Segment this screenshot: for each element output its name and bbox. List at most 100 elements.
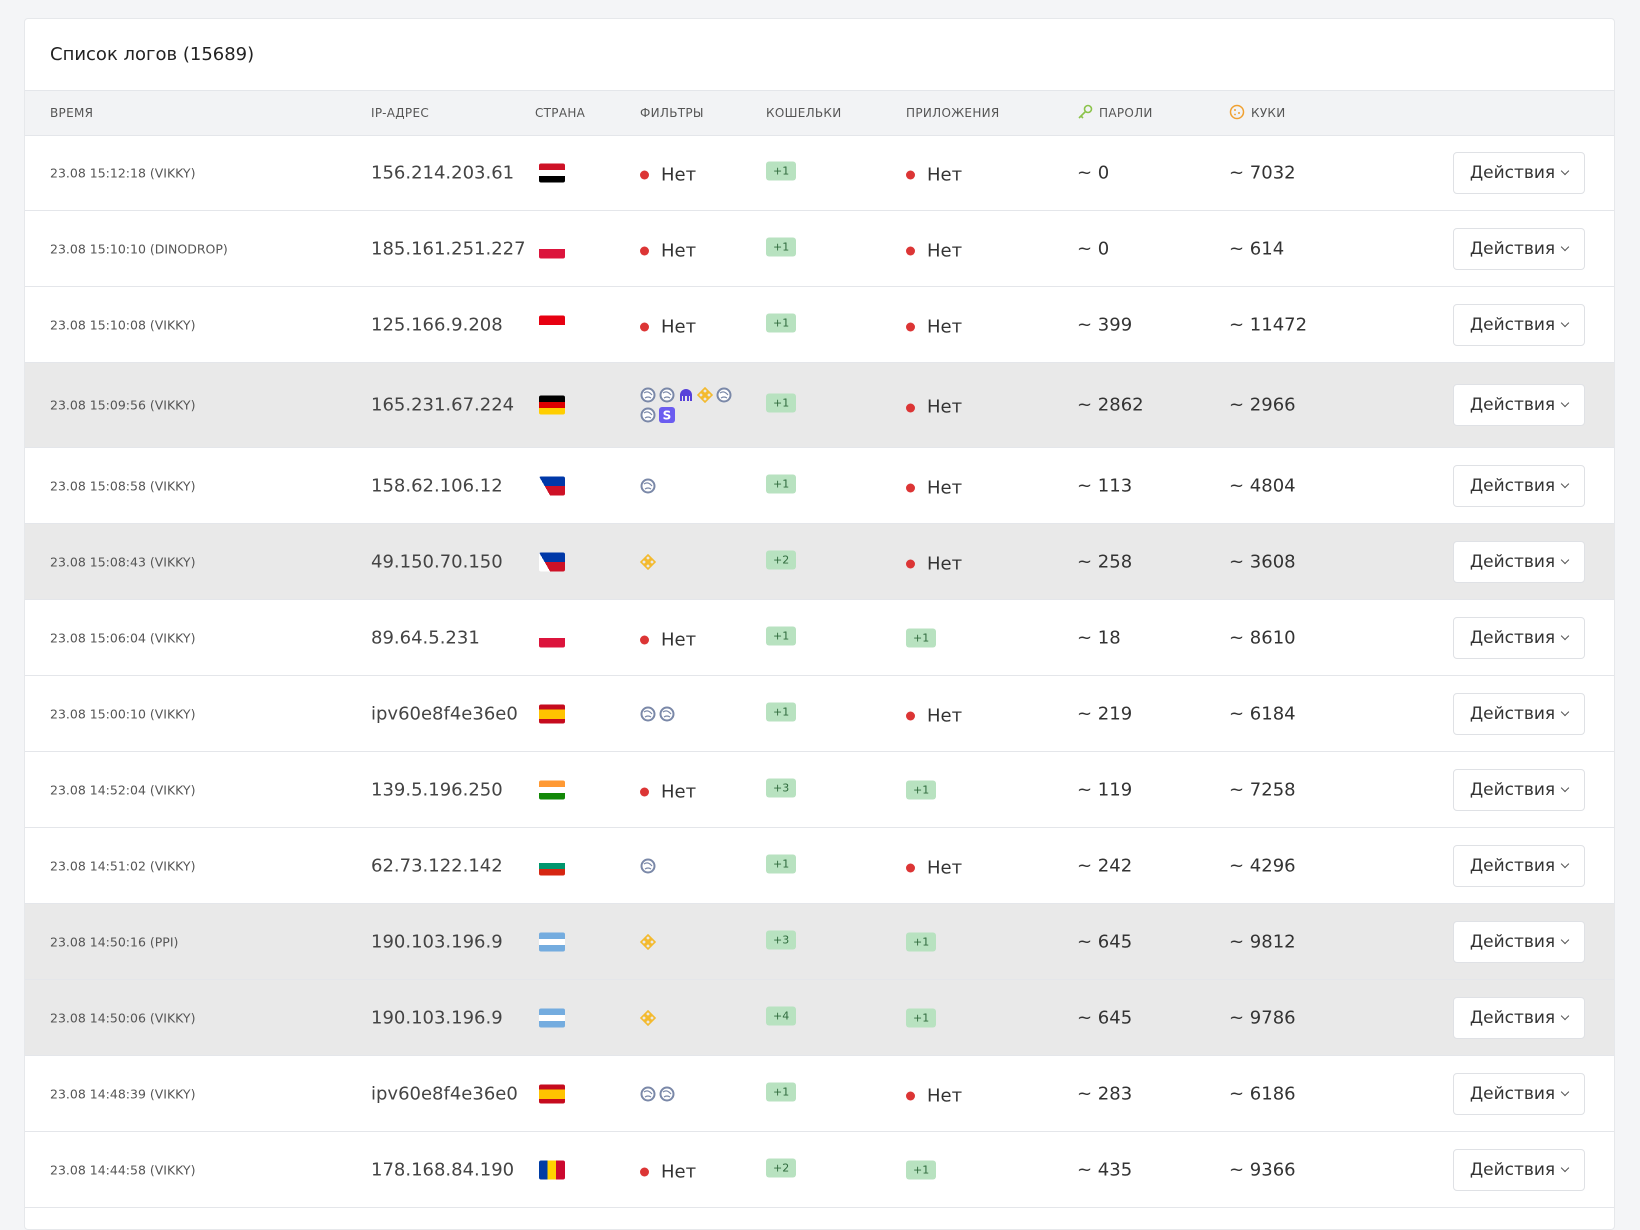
actions-button[interactable]: Действия [1453,996,1585,1039]
log-row: 23.08 14:50:16 (PPI) 190.103.196.9 +3 +1 ~ 6… [25,904,1614,980]
actions-button[interactable]: Действия [1453,768,1585,811]
apps-badge: +1 [906,1160,937,1179]
wallets-badge: +3 [766,778,797,797]
apps-none: Нет [906,240,962,261]
wallets-badge: +1 [766,1082,797,1101]
time: 23.08 15:09:56 (VIKKY) [50,397,196,413]
cookies: ~ 9366 [1229,1159,1296,1180]
passwords: ~ 435 [1077,1159,1133,1180]
apps-none: Нет [906,857,962,878]
country-flag [539,932,565,951]
svg-text:S: S [663,409,672,423]
cookies: ~ 6186 [1229,1083,1296,1104]
apps-badge: +1 [906,932,937,951]
wallets-badge: +2 [766,1158,797,1177]
passwords: ~ 645 [1077,1007,1133,1028]
cookies: ~ 7258 [1229,779,1296,800]
time: 23.08 15:10:10 (DINODROP) [50,241,228,256]
passwords: ~ 0 [1077,162,1110,183]
wallets-badge: +1 [766,474,797,493]
passwords: ~ 18 [1077,627,1121,648]
filter-icons [640,1084,750,1104]
log-row: 23.08 15:12:18 (VIKKY) 156.214.203.61 Нет +… [25,135,1614,211]
column-header: IP-АДРЕС [371,91,429,135]
actions-button[interactable]: Действия [1453,384,1585,426]
ip-address: 185.161.251.227 [371,238,526,259]
log-row: 23.08 15:08:58 (VIKKY) 158.62.106.12 +1 Нет… [25,448,1614,524]
column-header: ФИЛЬТРЫ [640,91,704,135]
filter-icons [640,476,750,496]
ip-address: 139.5.196.250 [371,779,503,800]
passwords: ~ 219 [1077,703,1133,724]
time: 23.08 14:44:58 (VIKKY) [50,1162,196,1177]
passwords: ~ 258 [1077,551,1133,572]
actions-button[interactable]: Действия [1453,616,1585,659]
actions-button[interactable]: Действия [1453,303,1585,346]
ip-address: 62.73.122.142 [371,855,503,876]
actions-button[interactable]: Действия [1453,151,1585,194]
cookies: ~ 3608 [1229,551,1296,572]
cookies: ~ 9786 [1229,1007,1296,1028]
apps-badge: +1 [906,780,937,799]
column-header-text: КОШЕЛЬКИ [766,106,842,120]
wallets-badge: +2 [766,550,797,569]
ip-address: 89.64.5.231 [371,627,480,648]
cookies: ~ 6184 [1229,703,1296,724]
wallets-badge: +1 [766,854,797,873]
passwords: ~ 2862 [1077,394,1144,416]
actions-button[interactable]: Действия [1453,692,1585,735]
country-flag [539,856,565,875]
time: 23.08 15:06:04 (VIKKY) [50,630,196,645]
card-title: Список логов (15689) [50,44,255,65]
passwords: ~ 645 [1077,931,1133,952]
column-header: ВРЕМЯ [50,91,93,135]
country-flag [539,704,565,723]
actions-button[interactable]: Действия [1453,464,1585,507]
country-flag [539,1008,565,1027]
log-row: 23.08 14:48:39 (VIKKY) ipv60e8f4e36e0 +1 Не… [25,1056,1614,1132]
column-header-text: IP-АДРЕС [371,106,430,120]
ip-address: 178.168.84.190 [371,1159,515,1180]
apps-none: Нет [906,397,962,418]
country-flag [539,395,565,415]
filters-none: Нет [640,1161,696,1182]
cookies: ~ 8610 [1229,627,1296,648]
filters-none: Нет [640,316,696,337]
apps-none: Нет [906,553,962,574]
country-flag [539,476,565,495]
ip-address: 190.103.196.9 [371,931,503,952]
apps-none: Нет [906,316,962,337]
country-flag [539,239,565,258]
country-flag [539,1084,565,1103]
ip-address: 49.150.70.150 [371,551,503,572]
table-header: ВРЕМЯ IP-АДРЕС СТРАНА ФИЛЬТРЫ КОШЕЛЬКИ ПРИЛОЖ… [25,90,1614,136]
column-header-text: КУКИ [1251,106,1286,120]
column-header: КОШЕЛЬКИ [766,91,842,135]
log-row: 23.08 15:10:08 (VIKKY) 125.166.9.208 Нет +1… [25,287,1614,363]
cookies: ~ 2966 [1229,394,1296,416]
cookies: ~ 7032 [1229,162,1296,183]
actions-button[interactable]: Действия [1453,1072,1585,1115]
actions-button[interactable]: Действия [1453,1148,1585,1191]
ip-address: 165.231.67.224 [371,394,515,416]
wallets-badge: +1 [766,237,797,256]
country-flag [539,1160,565,1179]
passwords: ~ 283 [1077,1083,1133,1104]
apps-badge: +1 [906,1008,937,1027]
actions-button[interactable]: Действия [1453,920,1585,963]
apps-none: Нет [906,164,962,185]
ip-address: 125.166.9.208 [371,314,503,335]
time: 23.08 15:08:43 (VIKKY) [50,554,196,569]
log-row: 23.08 15:10:10 (DINODROP) 185.161.251.227… [25,211,1614,287]
column-header: СТРАНА [535,91,585,135]
actions-button[interactable]: Действия [1453,844,1585,887]
log-row: 23.08 15:08:43 (VIKKY) 49.150.70.150 +2 Нет… [25,524,1614,600]
wallets-badge: +1 [766,161,797,180]
log-row: 23.08 15:09:56 (VIKKY) 165.231.67.224 S +1 Н… [25,363,1614,448]
filter-icons [639,1008,750,1028]
time: 23.08 15:12:18 (VIKKY) [50,165,196,180]
wallets-badge: +1 [766,313,797,332]
actions-button[interactable]: Действия [1453,227,1585,270]
time: 23.08 14:51:02 (VIKKY) [50,858,196,873]
actions-button[interactable]: Действия [1453,540,1585,583]
